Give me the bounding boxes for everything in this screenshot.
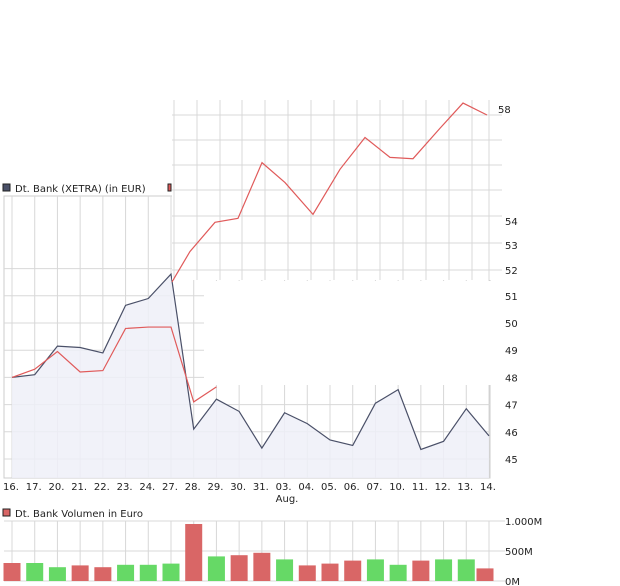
x-tick-label: 28. [185, 482, 201, 493]
upper-y-tick-label: 53 [505, 241, 518, 252]
volume-bar [476, 568, 494, 581]
x-tick-label: 27. [162, 482, 178, 493]
x-tick-label: 13. [457, 482, 473, 493]
volume-y-tick-label: 500M [505, 547, 533, 558]
volume-bar [389, 564, 407, 581]
volume-bar [276, 559, 294, 581]
x-tick-label: 06. [344, 482, 360, 493]
volume-bar [253, 552, 271, 581]
x-tick-label: 29. [207, 482, 223, 493]
legend-marker-comparison [167, 183, 172, 192]
volume-bar [298, 565, 316, 581]
x-tick-label: 31. [253, 482, 269, 493]
x-tick-label: 11. [412, 482, 428, 493]
volume-bar [344, 560, 362, 581]
upper-y-tick-label-large: 58 [498, 105, 511, 116]
x-tick-label: 30. [230, 482, 246, 493]
x-tick-label: 14. [480, 482, 496, 493]
legend-marker-volume [2, 508, 11, 517]
volume-bar [162, 563, 180, 581]
x-tick-label: 20. [48, 482, 64, 493]
y-tick-label: 48 [505, 373, 518, 384]
x-tick-label: 21. [71, 482, 87, 493]
volume-bar [94, 567, 112, 581]
x-tick-label: 07. [366, 482, 382, 493]
volume-bar [207, 556, 225, 581]
volume-bar [71, 565, 89, 581]
upper-price-line [171, 102, 488, 283]
volume-bar [3, 563, 21, 581]
x-tick-label: 05. [321, 482, 337, 493]
volume-bar [457, 559, 475, 581]
volume-y-tick-label: 0M [505, 577, 520, 586]
blank-region [204, 281, 500, 385]
x-tick-label: 17. [26, 482, 42, 493]
legend-label-volume: Dt. Bank Volumen in Euro [15, 509, 143, 520]
volume-bar [48, 567, 66, 581]
volume-y-tick-label: 1.000M [505, 517, 542, 528]
volume-bar [435, 559, 453, 581]
price-area-fill [12, 274, 489, 478]
x-tick-label: 22. [94, 482, 110, 493]
x-tick-label: 04. [298, 482, 314, 493]
volume-bar [185, 524, 203, 581]
price-line-dt-bank [11, 272, 490, 451]
y-tick-label: 51 [505, 292, 518, 303]
volume-bar [117, 564, 135, 581]
volume-bar [366, 559, 384, 581]
x-tick-label: 10. [389, 482, 405, 493]
y-tick-label: 46 [505, 428, 518, 439]
volume-bar [412, 560, 430, 581]
legend-label-dt-bank: Dt. Bank (XETRA) (in EUR) [15, 184, 146, 195]
y-tick-label: 49 [505, 346, 518, 357]
x-tick-label: 16. [3, 482, 19, 493]
x-tick-label: 23. [117, 482, 133, 493]
x-tick-label: 03. [276, 482, 292, 493]
y-tick-label: 50 [505, 319, 518, 330]
upper-y-tick-label: 54 [505, 217, 518, 228]
y-tick-label: 47 [505, 401, 518, 412]
volume-bar [321, 563, 339, 581]
price-line-comparison [11, 326, 217, 403]
volume-bar [26, 563, 44, 581]
volume-bar [230, 555, 248, 581]
y-tick-label: 45 [505, 455, 518, 466]
x-tick-label: 12. [435, 482, 451, 493]
upper-y-tick-label: 52 [505, 266, 518, 277]
volume-bar [139, 564, 157, 581]
x-month-label: Aug. [276, 494, 299, 505]
x-tick-label: 24. [139, 482, 155, 493]
legend-marker-dt-bank [2, 183, 11, 192]
